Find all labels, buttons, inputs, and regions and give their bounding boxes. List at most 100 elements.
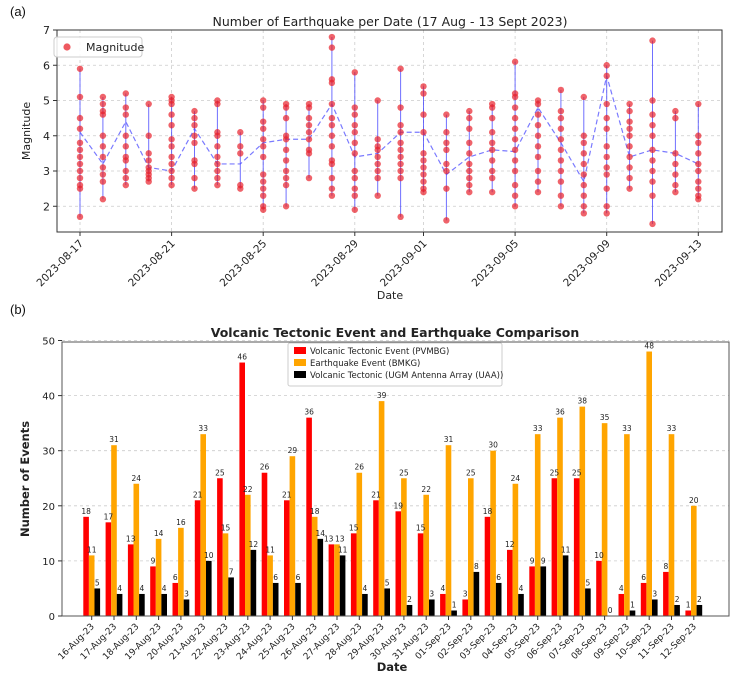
magnitude-point xyxy=(672,107,679,115)
magnitude-point xyxy=(466,188,473,196)
magnitude-point xyxy=(534,100,542,108)
magnitude-point xyxy=(443,167,450,175)
magnitude-point xyxy=(328,143,336,150)
magnitude-point xyxy=(260,125,267,132)
bar-bmkg xyxy=(155,538,162,616)
bar-value-label: 14 xyxy=(316,529,326,538)
bar-value-label: 46 xyxy=(237,353,247,362)
magnitude-point xyxy=(511,104,519,111)
magnitude-point xyxy=(397,146,404,154)
magnitude-point xyxy=(282,181,290,189)
magnitude-point xyxy=(626,125,633,132)
bar-bmkg xyxy=(668,434,675,616)
bar-pvmbg xyxy=(663,571,669,616)
chart-a-ytick-label: 6 xyxy=(43,59,50,72)
bar-uaa xyxy=(250,549,257,616)
magnitude-point xyxy=(649,111,656,118)
bar-pvmbg xyxy=(551,478,558,616)
bar-bmkg xyxy=(111,445,117,616)
magnitude-point xyxy=(260,178,267,185)
magnitude-point xyxy=(511,136,519,143)
magnitude-point xyxy=(511,167,519,175)
bar-value-label: 38 xyxy=(578,397,588,406)
magnitude-point xyxy=(122,143,129,150)
magnitude-point xyxy=(626,143,633,150)
magnitude-point xyxy=(191,121,198,129)
magnitude-point xyxy=(695,100,702,108)
magnitude-point xyxy=(397,121,404,129)
chart-a-xtick-label: 2023-09-05 xyxy=(470,238,522,290)
magnitude-point xyxy=(351,206,358,213)
magnitude-point xyxy=(397,213,404,221)
bar-value-label: 6 xyxy=(496,573,501,582)
bar-value-label: 33 xyxy=(667,424,677,433)
magnitude-point xyxy=(695,139,702,147)
bar-uaa xyxy=(295,582,301,616)
chart-b-legend: Volcanic Tectonic Event (PVMBG) Earthqua… xyxy=(287,342,503,387)
magnitude-point xyxy=(443,146,450,154)
bar-pvmbg xyxy=(261,472,268,616)
magnitude-point xyxy=(466,139,473,147)
bar-value-label: 8 xyxy=(664,562,669,571)
chart-a-legend-marker xyxy=(63,43,71,51)
bar-pvmbg xyxy=(239,362,245,616)
magnitude-point xyxy=(557,114,565,122)
magnitude-point xyxy=(489,146,496,154)
magnitude-point xyxy=(282,136,290,143)
bar-bmkg xyxy=(512,483,519,616)
magnitude-point xyxy=(534,132,542,139)
bar-value-label: 4 xyxy=(519,584,524,593)
magnitude-point xyxy=(237,185,244,192)
bar-value-label: 26 xyxy=(260,463,270,472)
magnitude-point xyxy=(626,153,633,161)
chart-b-ytick-label: 50 xyxy=(42,337,55,348)
legend-swatch-bmkg xyxy=(294,359,306,366)
magnitude-point xyxy=(191,160,198,168)
magnitude-point xyxy=(672,188,679,196)
bar-value-label: 4 xyxy=(441,584,446,593)
bar-uaa xyxy=(317,538,324,616)
bar-value-label: 2 xyxy=(675,595,680,604)
bar-bmkg xyxy=(579,406,586,616)
magnitude-point xyxy=(351,129,358,136)
chart-b-ytick-label: 10 xyxy=(42,557,55,568)
bar-value-label: 33 xyxy=(533,424,543,433)
magnitude-point xyxy=(580,93,587,101)
magnitude-point xyxy=(649,146,656,154)
magnitude-point xyxy=(557,192,565,199)
bar-value-label: 6 xyxy=(273,573,278,582)
bar-pvmbg xyxy=(685,610,691,616)
bar-pvmbg xyxy=(127,544,134,616)
bar-value-label: 18 xyxy=(310,507,320,516)
bar-value-label: 31 xyxy=(444,435,454,444)
magnitude-point xyxy=(420,83,427,90)
bar-value-label: 21 xyxy=(371,490,381,499)
bar-value-label: 4 xyxy=(162,584,167,593)
magnitude-point xyxy=(695,150,702,157)
bar-pvmbg xyxy=(462,599,468,616)
magnitude-point xyxy=(603,143,610,150)
bar-uaa xyxy=(451,610,457,616)
magnitude-point xyxy=(466,167,473,175)
magnitude-point xyxy=(76,213,84,221)
magnitude-point xyxy=(374,167,381,175)
magnitude-point xyxy=(282,167,290,175)
chart-b-xlabel: Date xyxy=(377,660,408,674)
bar-bmkg xyxy=(423,494,429,616)
bar-pvmbg xyxy=(484,516,491,616)
bar-value-label: 3 xyxy=(429,589,434,598)
bar-bmkg xyxy=(557,417,563,616)
bar-value-label: 25 xyxy=(572,468,582,477)
bar-bmkg xyxy=(601,423,608,616)
chart-b-ytick-label: 40 xyxy=(42,392,55,403)
bar-bmkg xyxy=(289,456,296,616)
bar-uaa xyxy=(585,588,591,616)
bar-value-label: 12 xyxy=(505,540,515,549)
bar-bmkg xyxy=(267,555,273,616)
magnitude-point xyxy=(649,132,656,139)
bar-uaa xyxy=(406,604,413,616)
magnitude-point xyxy=(603,164,610,171)
magnitude-point xyxy=(282,174,290,182)
bar-pvmbg xyxy=(573,478,580,616)
